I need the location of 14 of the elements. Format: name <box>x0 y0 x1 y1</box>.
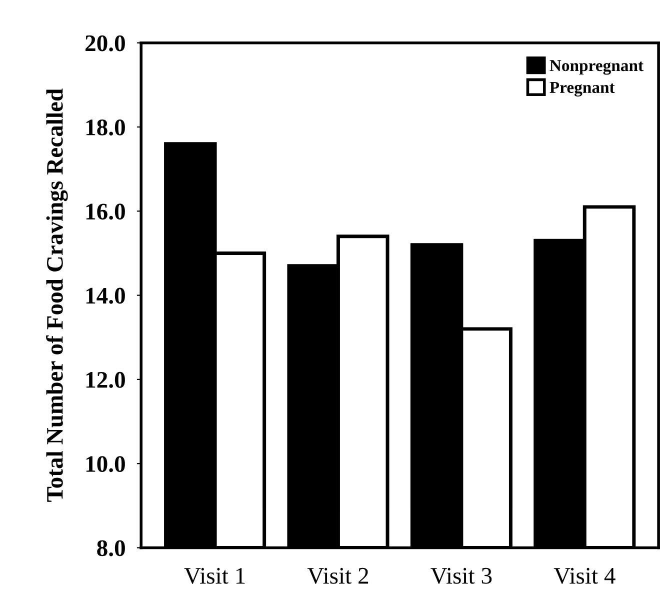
y-axis-title: Total Number of Food Cravings Recalled <box>46 88 68 502</box>
y-tick-label: 12.0 <box>86 372 125 388</box>
legend-label: Pregnant <box>550 82 615 97</box>
y-tick-label: 14.0 <box>86 288 125 304</box>
legend-label: Nonpregnant <box>550 60 644 75</box>
y-tick-label: 16.0 <box>86 204 125 220</box>
y-tick-label: 18.0 <box>86 119 125 136</box>
y-tick-label: 10.0 <box>86 456 125 472</box>
x-tick-label: Visit 2 <box>307 568 368 584</box>
x-tick-label: Visit 3 <box>430 568 492 584</box>
y-tick-label: 20.0 <box>86 35 125 52</box>
x-tick-label: Visit 4 <box>554 568 616 584</box>
y-tick-label: 8.0 <box>97 540 125 556</box>
x-tick-label: Visit 1 <box>184 568 245 584</box>
